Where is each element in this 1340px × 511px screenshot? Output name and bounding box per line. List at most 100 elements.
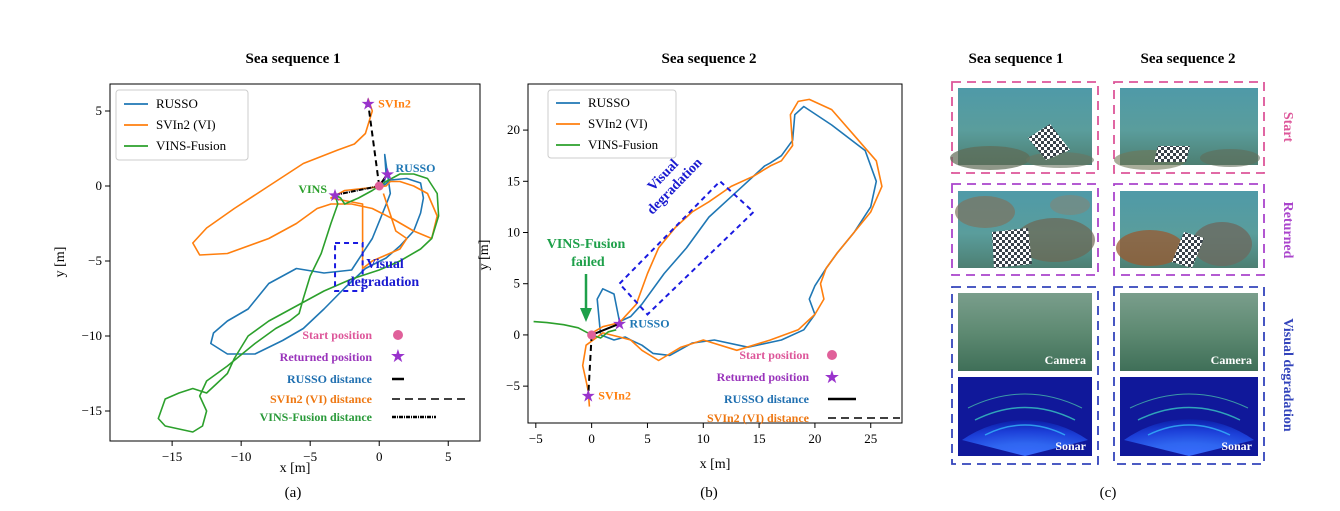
panel-b-ylabel: y [m]	[477, 240, 492, 271]
panel-b-plot-frame	[527, 83, 903, 424]
visual-degradation-label: Visual	[366, 257, 404, 272]
panel-a: Sea sequence 1 ★ SVIn2★ RUSSO★VINSVisualde…	[53, 51, 481, 501]
y-tick-label: 10	[507, 225, 520, 240]
vins-fusion-failed-label: failed	[571, 255, 605, 270]
returned-marker-vins: ★	[327, 186, 342, 205]
sonar-image-seq1: Sonar	[958, 377, 1092, 456]
start-position-marker	[374, 181, 384, 191]
legend-svin2-distance: SVIn2 (VI) distance	[270, 392, 373, 406]
legend-box	[115, 89, 249, 161]
distance-line-svin2	[367, 103, 381, 187]
legend-label-russo: RUSSO	[588, 95, 630, 110]
failure-arrow-head	[580, 308, 592, 322]
panel-b-caption: (b)	[700, 485, 718, 501]
returned-row-frame-seq1	[951, 183, 1099, 276]
x-tick-label: 0	[588, 431, 595, 446]
legend-start-position: Start position	[739, 348, 809, 362]
y-tick-label: 5	[514, 276, 521, 291]
returned-label-vins: VINS	[298, 182, 327, 196]
panel-c-col2-title: Sea sequence 2	[1141, 51, 1236, 67]
degradation-row-frame-seq1	[951, 286, 1099, 465]
legend-label-vins: VINS-Fusion	[588, 137, 659, 152]
x-tick-label: −5	[303, 449, 317, 464]
legend-start-marker	[827, 350, 837, 360]
y-tick-label: −5	[88, 253, 102, 268]
panel-a-ylabel: y [m]	[53, 247, 68, 278]
row-label-visual-degradation: Visual degradation	[1280, 318, 1295, 432]
panel-b-annotations: ★ RUSSO★ SVIn2VisualdegradationVINS-Fusion…	[547, 155, 755, 405]
distance-line-svin2	[587, 334, 593, 396]
returned-row-frame-seq2	[1113, 183, 1265, 276]
x-tick-label: 20	[808, 431, 821, 446]
start-photo-seq2	[1114, 88, 1260, 170]
returned-marker-russo: ★	[612, 315, 627, 334]
y-tick-label: −10	[82, 328, 102, 343]
returned-label-svin2: SVIn2	[378, 97, 411, 111]
degradation-row-frame-seq2	[1113, 286, 1265, 465]
visual-degradation-label: degradation	[347, 275, 420, 290]
panel-a-xlabel: x [m]	[280, 461, 311, 476]
returned-label-russo: RUSSO	[396, 161, 436, 175]
distance-line-russo	[591, 322, 620, 336]
returned-marker-svin2: ★	[581, 386, 596, 405]
start-row-frame-seq2	[1113, 81, 1265, 174]
returned-label-svin2: SVIn2	[598, 388, 631, 402]
legend-label-svin2: SVIn2 (VI)	[156, 117, 216, 132]
panel-c-col1-title: Sea sequence 1	[969, 51, 1064, 67]
panel-a-marker-legend: Start position Returned position ★ RUSSO…	[260, 328, 466, 424]
start-position-marker	[587, 330, 597, 340]
panel-a-legend: RUSSO SVIn2 (VI) VINS-Fusion	[115, 89, 249, 161]
row-label-start: Start	[1280, 112, 1295, 143]
x-tick-label: 10	[697, 431, 710, 446]
series-line-vins-fusion	[533, 320, 617, 339]
legend-returned-position: Returned position	[717, 370, 810, 384]
camera-label: Camera	[1045, 353, 1086, 367]
legend-returned-position: Returned position	[280, 350, 373, 364]
legend-vins-distance: VINS-Fusion distance	[260, 410, 373, 424]
y-tick-label: 15	[507, 173, 520, 188]
y-tick-label: 0	[514, 327, 521, 342]
panel-b-marker-legend: Start position Returned position ★ RUSSO…	[707, 348, 900, 425]
legend-star-icon: ★	[824, 367, 840, 387]
returned-marker-russo: ★	[380, 165, 395, 184]
panel-a-title: Sea sequence 1	[246, 51, 341, 67]
legend-start-marker	[393, 330, 403, 340]
x-tick-label: 5	[644, 431, 651, 446]
returned-photo-seq2	[1116, 191, 1258, 268]
series-line-vins-fusion	[157, 173, 440, 433]
visual-degradation-box	[334, 242, 364, 292]
sonar-image-seq2: Sonar	[1120, 377, 1258, 456]
panel-c: Sea sequence 1 Sea sequence 2 Start	[950, 51, 1295, 501]
x-tick-label: 0	[376, 449, 383, 464]
camera-label: Camera	[1211, 353, 1252, 367]
legend-russo-distance: RUSSO distance	[724, 392, 810, 406]
legend-label-vins: VINS-Fusion	[156, 138, 227, 153]
camera-photo-seq2: Camera	[1120, 293, 1258, 371]
x-tick-label: −15	[162, 449, 182, 464]
returned-photo-seq1	[955, 191, 1095, 268]
panel-c-caption: (c)	[1100, 485, 1117, 501]
y-tick-label: 20	[507, 122, 520, 137]
start-photo-seq1	[950, 88, 1094, 170]
x-tick-label: 25	[864, 431, 877, 446]
legend-svin2-distance: SVIn2 (VI) distance	[707, 411, 810, 425]
panel-b-legend: RUSSO SVIn2 (VI) VINS-Fusion	[547, 89, 677, 159]
legend-box	[547, 89, 677, 159]
x-tick-label: −10	[231, 449, 251, 464]
legend-label-russo: RUSSO	[156, 96, 198, 111]
returned-marker-svin2: ★	[361, 95, 376, 114]
distance-line-vins	[334, 185, 380, 196]
legend-star-icon: ★	[390, 346, 406, 366]
panel-b-ticks: −5 0 5 10 15 20 25 20 15 10 5 0 −5	[506, 122, 877, 446]
sonar-label: Sonar	[1221, 439, 1252, 453]
panel-a-ticks: −15 −10 −5 0 5 5 0 −5 −10 −15	[82, 103, 452, 464]
panel-b-xlabel: x [m]	[700, 457, 731, 472]
x-tick-label: −5	[529, 431, 543, 446]
camera-photo-seq1: Camera	[958, 293, 1092, 371]
x-tick-label: 15	[753, 431, 766, 446]
legend-start-position: Start position	[302, 328, 372, 342]
panel-b: Sea sequence 2 ★ RUSSO★ SVIn2Visualdegrada…	[477, 51, 903, 501]
panel-a-plot-frame	[109, 83, 481, 442]
